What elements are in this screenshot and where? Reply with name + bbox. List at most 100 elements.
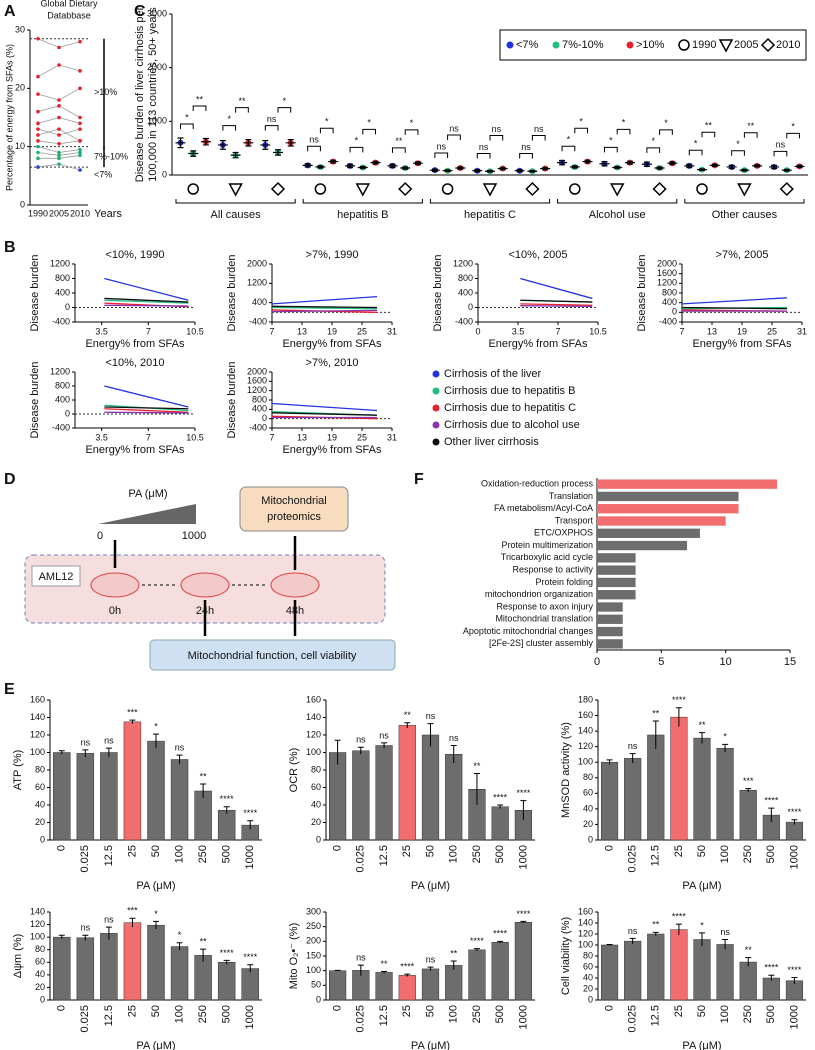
legend-marker xyxy=(718,39,734,53)
error-bar xyxy=(606,943,613,946)
y-tick-label: 2000 xyxy=(247,258,267,268)
error-bar xyxy=(105,747,112,757)
year-marker xyxy=(355,183,371,197)
x-tick-label: 25 xyxy=(126,1005,138,1017)
group-bracket xyxy=(429,199,551,204)
x-tick-label: 2010 xyxy=(70,208,90,218)
y-tick-label: 400 xyxy=(252,297,267,307)
time: 0h xyxy=(109,605,121,617)
error-bar xyxy=(769,164,780,170)
error-bar xyxy=(514,169,525,173)
x-tick-label: 7 xyxy=(555,326,560,336)
error-bar xyxy=(387,163,398,169)
sig-label: * xyxy=(651,136,655,146)
error-bar xyxy=(188,150,199,157)
error-bar xyxy=(217,140,228,150)
error-bar xyxy=(697,168,707,172)
sig-bracket xyxy=(731,150,745,156)
y-tick-label: 20 xyxy=(311,817,321,827)
x-tick-label: 100 xyxy=(173,1005,185,1023)
legend-marker xyxy=(432,370,440,378)
pa-label: PA (μM) xyxy=(128,488,167,500)
error-bar xyxy=(357,165,368,170)
error-bar xyxy=(334,739,341,765)
x-tick-label: 12.5 xyxy=(650,1005,662,1026)
bar xyxy=(716,944,734,1001)
x-tick-label: 250 xyxy=(471,845,483,863)
error-bar xyxy=(629,753,636,763)
bar xyxy=(100,752,118,841)
sig-label: * xyxy=(791,122,795,132)
error-bar xyxy=(485,169,495,173)
y-tick-label: 100 xyxy=(306,747,321,757)
year-marker xyxy=(187,183,199,195)
bar xyxy=(597,479,778,489)
x-tick-label: 50 xyxy=(696,845,708,857)
error-bar xyxy=(699,932,705,947)
y-tick-label: 400 xyxy=(252,404,267,414)
sig-label: ns xyxy=(356,952,366,962)
x-axis-label: Years xyxy=(94,208,122,220)
bar xyxy=(597,565,636,575)
error-bar xyxy=(599,160,610,167)
y-tick-label: 300 xyxy=(306,906,321,916)
sig-label: ns xyxy=(534,124,544,134)
error-bar xyxy=(675,707,682,727)
sig-bracket xyxy=(701,131,716,138)
series-line xyxy=(104,411,189,414)
y-tick-label: 400 xyxy=(458,287,473,297)
sig-label: * xyxy=(355,136,359,146)
y-tick-label: 20 xyxy=(583,819,593,829)
y-tick-label: 80 xyxy=(583,772,593,782)
bar xyxy=(491,806,509,841)
y-axis-label: Disease burden xyxy=(29,254,41,331)
y-tick-label: 120 xyxy=(30,919,45,929)
x-tick-label: 100 xyxy=(173,845,185,863)
y-tick-label: 120 xyxy=(578,741,593,751)
x-tick-label: 7 xyxy=(146,432,151,442)
y-tick-label: 0 xyxy=(65,302,70,312)
sig-label: * xyxy=(283,96,287,106)
sig-label: **** xyxy=(243,808,258,818)
bar xyxy=(123,721,142,841)
sig-bracket xyxy=(743,132,758,138)
x-tick-label: 25 xyxy=(401,1005,413,1017)
bar xyxy=(194,790,212,841)
x-tick-label: 500 xyxy=(494,1005,506,1023)
sig-label: ** xyxy=(196,94,204,104)
error-bar xyxy=(230,151,241,159)
bar xyxy=(597,590,636,600)
point xyxy=(57,150,61,155)
sig-bracket xyxy=(519,152,533,159)
y-tick-label: Protein folding xyxy=(535,577,593,587)
y-tick-label: FA metabolism/Acyl-CoA xyxy=(494,503,593,513)
error-bar xyxy=(709,163,720,168)
bar xyxy=(597,553,636,563)
y-axis-label: Disease burden xyxy=(226,361,238,438)
y-tick-label: 20 xyxy=(35,982,45,992)
y-tick-label: 0 xyxy=(316,994,321,1004)
x-tick-label: 100 xyxy=(448,845,460,863)
y-tick-label: mitochondrion organization xyxy=(485,589,593,599)
bar xyxy=(647,734,665,841)
y-tick-label: 60 xyxy=(35,782,45,792)
y-tick-label: 100 xyxy=(578,939,593,949)
legend-marker xyxy=(432,438,440,446)
error-bar xyxy=(569,165,580,169)
bar xyxy=(762,977,780,1001)
x-tick-label: 100 xyxy=(719,1005,731,1023)
error-bar xyxy=(675,923,682,936)
bar xyxy=(597,491,739,502)
x-tick-label: 12.5 xyxy=(103,845,115,866)
y-axis-label: Percentage of energy from SFAs (%) xyxy=(4,44,14,191)
year-marker xyxy=(779,181,794,197)
x-tick-label: 13 xyxy=(297,432,307,442)
error-bar xyxy=(427,723,434,747)
year-marker xyxy=(482,183,498,197)
point xyxy=(57,156,61,161)
sig-bracket xyxy=(307,145,321,152)
error-bar xyxy=(667,161,678,166)
y-tick-label: 0 xyxy=(672,307,677,317)
sig-bracket xyxy=(531,134,546,141)
